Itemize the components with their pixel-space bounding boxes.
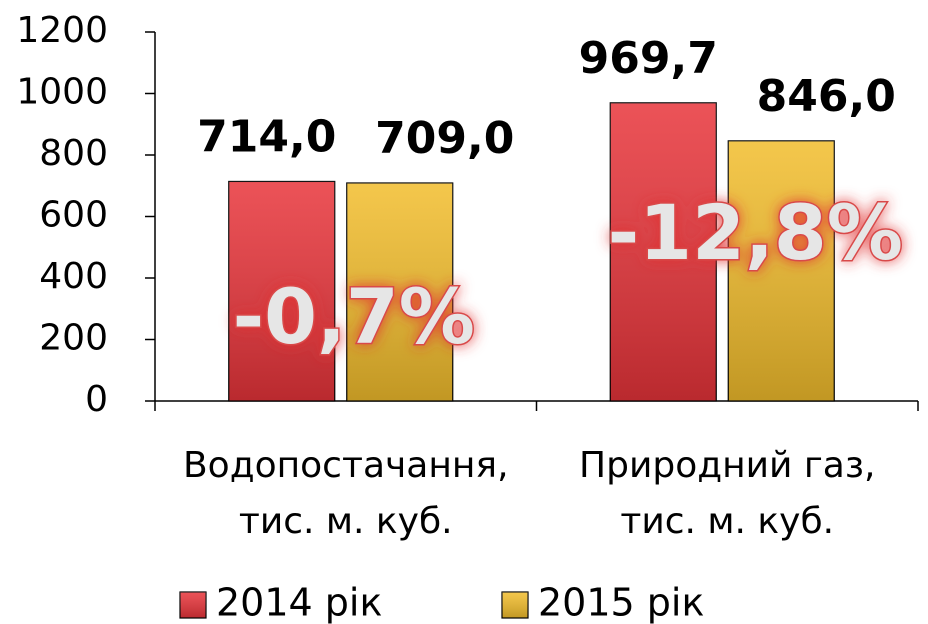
value-label: 709,0 (375, 113, 514, 164)
y-tick-label: 800 (39, 133, 108, 174)
y-tick-label: 200 (39, 318, 108, 359)
legend-swatch-shade (180, 592, 206, 618)
legend-label: 2015 рік (538, 581, 704, 624)
change-annotation: -12,8% (608, 188, 903, 277)
legend-label: 2014 рік (216, 581, 382, 624)
bar-shade (346, 182, 453, 401)
value-label: 969,7 (579, 33, 718, 84)
y-tick-label: 600 (39, 195, 108, 236)
x-tick-label: Природний газ, тис. м. куб. (579, 445, 875, 542)
value-label: 846,0 (757, 71, 896, 122)
y-tick-label: 1000 (16, 72, 108, 113)
bar-shade (228, 181, 335, 401)
bar-shade (610, 102, 717, 401)
bar-shade (728, 140, 835, 402)
x-tick-label: Водопостачання, тис. м. куб. (183, 445, 509, 542)
y-tick-label: 400 (39, 256, 108, 297)
y-tick-label: 1200 (16, 10, 108, 51)
change-annotation: -0,7% (233, 272, 475, 361)
legend-swatch-shade (502, 592, 528, 618)
value-label: 714,0 (197, 111, 336, 162)
y-tick-label: 0 (85, 379, 108, 420)
